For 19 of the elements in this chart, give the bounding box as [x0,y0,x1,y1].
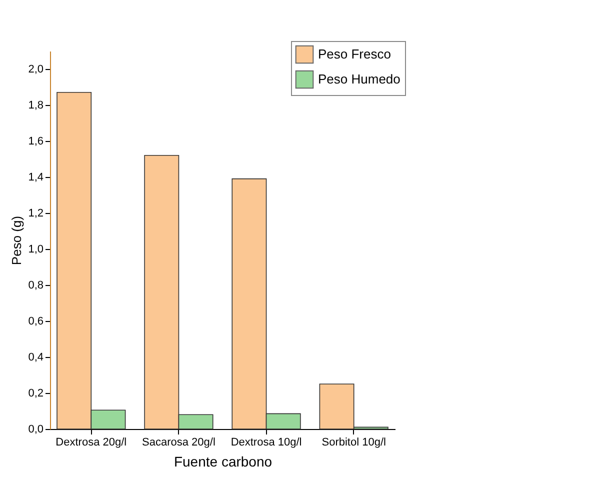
y-axis-title: Peso (g) [9,216,24,266]
x-tick-label: Dextrosa 10g/l [230,436,302,448]
y-tick-label: 0,2 [28,388,44,400]
y-tick-label: 1,4 [28,172,44,184]
y-tick-label: 1,8 [28,100,44,112]
x-axis-title: Fuente carbono [174,454,272,470]
y-tick-label: 0,4 [28,352,44,364]
y-tick-label: 1,2 [28,208,44,220]
legend-label: Peso Fresco [318,46,391,62]
y-tick-label: 1,6 [28,136,44,148]
x-tick-label: Sorbitol 10g/l [322,436,386,448]
y-tick-label: 1,0 [28,244,44,256]
y-tick-label: 2,0 [28,64,44,76]
y-tick-label: 0,8 [28,280,44,292]
x-tick-label: Dextrosa 20g/l [56,436,127,448]
y-tick-label: 0,6 [28,316,44,328]
legend-label: Peso Humedo [318,72,400,86]
x-tick-label: Sacarosa 20g/l [142,436,216,448]
y-tick-label: 0,0 [28,424,44,436]
